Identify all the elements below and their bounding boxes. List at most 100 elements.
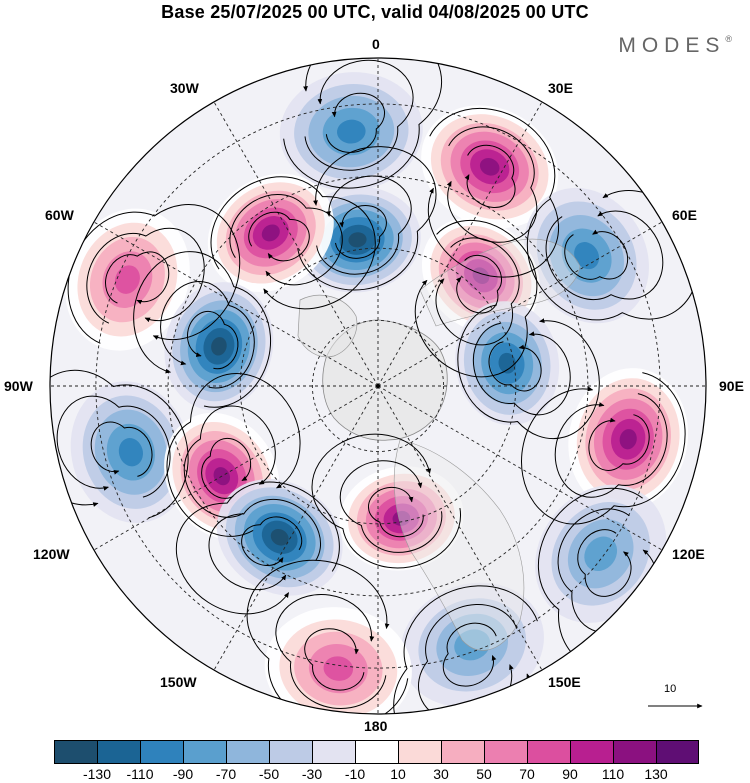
streamline — [435, 237, 520, 346]
anomaly-level — [348, 232, 367, 248]
latitude-circle — [239, 247, 517, 525]
anomaly-level — [472, 267, 490, 284]
colorbar-cell-1 — [97, 740, 140, 764]
streamlines — [50, 58, 699, 714]
streamline — [564, 229, 629, 280]
siberia-coast — [393, 439, 525, 651]
streamline — [457, 304, 600, 440]
circulation-p-100e — [521, 372, 686, 525]
anomaly-p-170w — [264, 607, 412, 714]
meridian-line — [377, 385, 663, 551]
colorbar-cell-5 — [269, 740, 312, 764]
streamline — [316, 175, 412, 275]
streamline — [554, 393, 668, 498]
streamline — [367, 486, 424, 538]
colorbar-cell-12 — [570, 740, 613, 764]
circulation-n-75w — [133, 251, 272, 408]
streamline — [275, 594, 387, 710]
lon-label-0: 0 — [372, 36, 380, 52]
streamline — [208, 498, 322, 591]
streamline — [577, 529, 632, 597]
land-layer — [297, 238, 581, 651]
streamline — [521, 372, 686, 525]
colorbar-cell-6 — [312, 740, 355, 764]
anomaly-p-170e — [339, 466, 464, 571]
lon-label-60w: 60W — [45, 207, 74, 223]
meridian-line — [377, 385, 543, 671]
colorbar-cell-2 — [140, 740, 183, 764]
circulation-p-170w — [246, 559, 409, 714]
circulation-n-105w — [50, 369, 189, 519]
arctic-land-mass — [322, 319, 448, 441]
anomaly-n-150w — [216, 479, 343, 596]
streamline — [56, 395, 171, 498]
anomaly-level — [211, 337, 227, 356]
streamline — [183, 405, 276, 518]
colorbar-label: -110 — [126, 766, 154, 782]
colorbar-label: -70 — [215, 766, 237, 782]
brand-name: MODES — [618, 34, 726, 57]
streamline — [246, 559, 409, 714]
meridian-line — [93, 385, 379, 551]
circulation-p-45e — [414, 219, 538, 378]
streamline — [241, 516, 303, 566]
reference-vector-label: 10 — [664, 683, 677, 695]
streamline — [187, 310, 239, 370]
colorbar-label: -90 — [172, 766, 194, 782]
latitude-circle — [167, 175, 589, 597]
streamline — [414, 219, 538, 378]
anomaly-level — [479, 158, 500, 176]
streamline — [133, 251, 272, 408]
streamline — [442, 622, 497, 687]
streamline — [325, 92, 386, 153]
streamline — [304, 59, 414, 171]
streamline — [545, 210, 664, 301]
anomaly-level — [270, 528, 289, 546]
anomaly-level — [454, 629, 491, 661]
streamline — [210, 176, 376, 310]
streamline — [86, 227, 205, 324]
streamline — [488, 341, 542, 392]
streamline — [393, 585, 538, 714]
colorbar-label: 10 — [390, 766, 406, 782]
colorbar-cell-7 — [355, 740, 398, 764]
streamline — [201, 437, 252, 499]
circulation-p-35w — [210, 176, 376, 310]
lon-label-90w: 90W — [4, 378, 33, 394]
colorbar-cell-4 — [226, 740, 269, 764]
anomaly-level — [584, 536, 618, 572]
anomaly-level — [392, 510, 411, 526]
circulation-p-120w — [166, 373, 301, 537]
circulation-n-150w — [175, 481, 340, 615]
meridian-line — [93, 221, 379, 387]
latitude-circle — [311, 319, 445, 453]
streamline — [472, 322, 571, 416]
colorbar-label: 30 — [433, 766, 449, 782]
anomaly-level — [323, 656, 354, 681]
circulation-n-80e — [457, 304, 600, 440]
colorbar-label: 50 — [476, 766, 492, 782]
anomaly-n-75w — [164, 282, 274, 411]
colorbar-label: 130 — [644, 766, 668, 782]
colorbar-cell-3 — [183, 740, 226, 764]
north-pole-marker — [376, 384, 380, 388]
colorbar-label: 70 — [519, 766, 535, 782]
colorbar-cell-13 — [613, 740, 656, 764]
streamline — [166, 373, 301, 537]
anomaly-level — [337, 119, 366, 144]
streamline — [464, 144, 516, 208]
colorbar-label: -50 — [258, 766, 280, 782]
anomaly-n-0 — [279, 72, 423, 192]
streamline — [311, 433, 461, 569]
streamline — [50, 369, 189, 519]
colorbar-cell-11 — [527, 740, 570, 764]
circulation-p-170e — [311, 433, 461, 569]
circulation-p-65w — [67, 204, 241, 344]
streamline — [160, 281, 255, 389]
lon-label-150e: 150E — [548, 674, 581, 690]
lon-label-120w: 120W — [33, 546, 70, 562]
colorbar-cell-8 — [398, 740, 441, 764]
map-disk — [50, 58, 706, 714]
colorbar-label: 110 — [601, 766, 625, 782]
